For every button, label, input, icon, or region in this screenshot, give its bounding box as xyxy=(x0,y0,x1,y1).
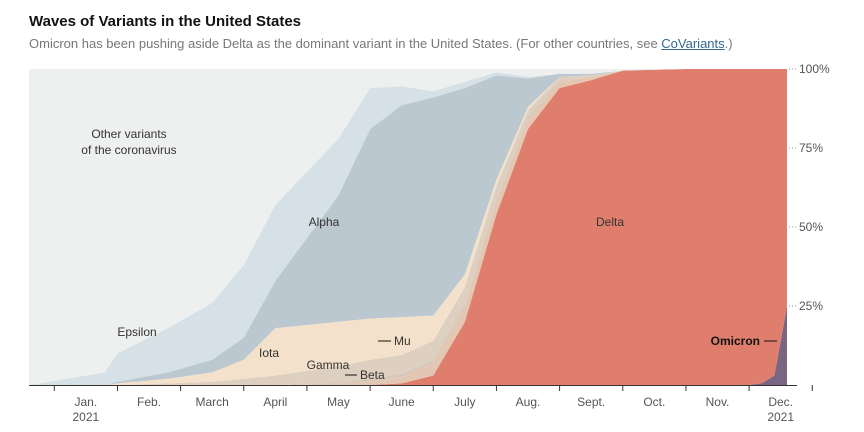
x-tick-label: May xyxy=(327,395,350,409)
y-tick-label: 25% xyxy=(799,299,823,313)
x-tick-label: April xyxy=(263,395,287,409)
x-year-label: 2021 xyxy=(72,410,99,424)
label-omicron: Omicron xyxy=(711,334,760,348)
x-axis: Jan. Feb. March April May June July Aug. Sept. Oc… xyxy=(29,385,813,424)
label-epsilon: Epsilon xyxy=(117,325,156,339)
label-alpha: Alpha xyxy=(309,215,340,229)
area-delta xyxy=(29,69,787,385)
chart-subtitle: Omicron has been pushing aside Delta as … xyxy=(29,36,733,51)
x-tick-label: March xyxy=(196,395,229,409)
y-axis: 25% 50% 75% 100% xyxy=(789,62,830,313)
label-gamma: Gamma xyxy=(307,358,350,372)
x-tick-label: Sept. xyxy=(577,395,605,409)
subtitle-text: Omicron has been pushing aside Delta as … xyxy=(29,36,662,51)
y-tick-label: 50% xyxy=(799,220,823,234)
x-tick-label: Jan. xyxy=(75,395,98,409)
label-delta: Delta xyxy=(596,215,624,229)
x-tick-label: Dec. xyxy=(768,395,793,409)
label-mu: Mu xyxy=(394,334,411,348)
x-tick-label: June xyxy=(389,395,415,409)
x-tick-label: Aug. xyxy=(516,395,541,409)
area-layer xyxy=(29,69,787,385)
x-year-label: 2021 xyxy=(767,410,794,424)
x-tick-label: July xyxy=(454,395,475,409)
y-tick-label: 75% xyxy=(799,141,823,155)
x-tick-label: Feb. xyxy=(137,395,161,409)
label-other-variants: Other variants of the coronavirus xyxy=(81,127,176,157)
chart-title: Waves of Variants in the United States xyxy=(29,13,302,30)
band-labels: Other variants of the coronavirus Epsilon A… xyxy=(81,127,777,382)
x-tick-label: Nov. xyxy=(706,395,730,409)
y-tick-label: 100% xyxy=(799,62,830,76)
area-alpha xyxy=(29,69,787,385)
area-other-variants xyxy=(29,69,787,385)
label-beta: Beta xyxy=(360,368,385,382)
area-iota xyxy=(29,69,787,385)
area-epsilon xyxy=(29,69,787,385)
subtitle-text-end: .) xyxy=(724,36,733,51)
label-iota: Iota xyxy=(259,346,279,360)
x-tick-label: Oct. xyxy=(643,395,665,409)
covariants-link[interactable]: CoVariants xyxy=(661,36,725,51)
